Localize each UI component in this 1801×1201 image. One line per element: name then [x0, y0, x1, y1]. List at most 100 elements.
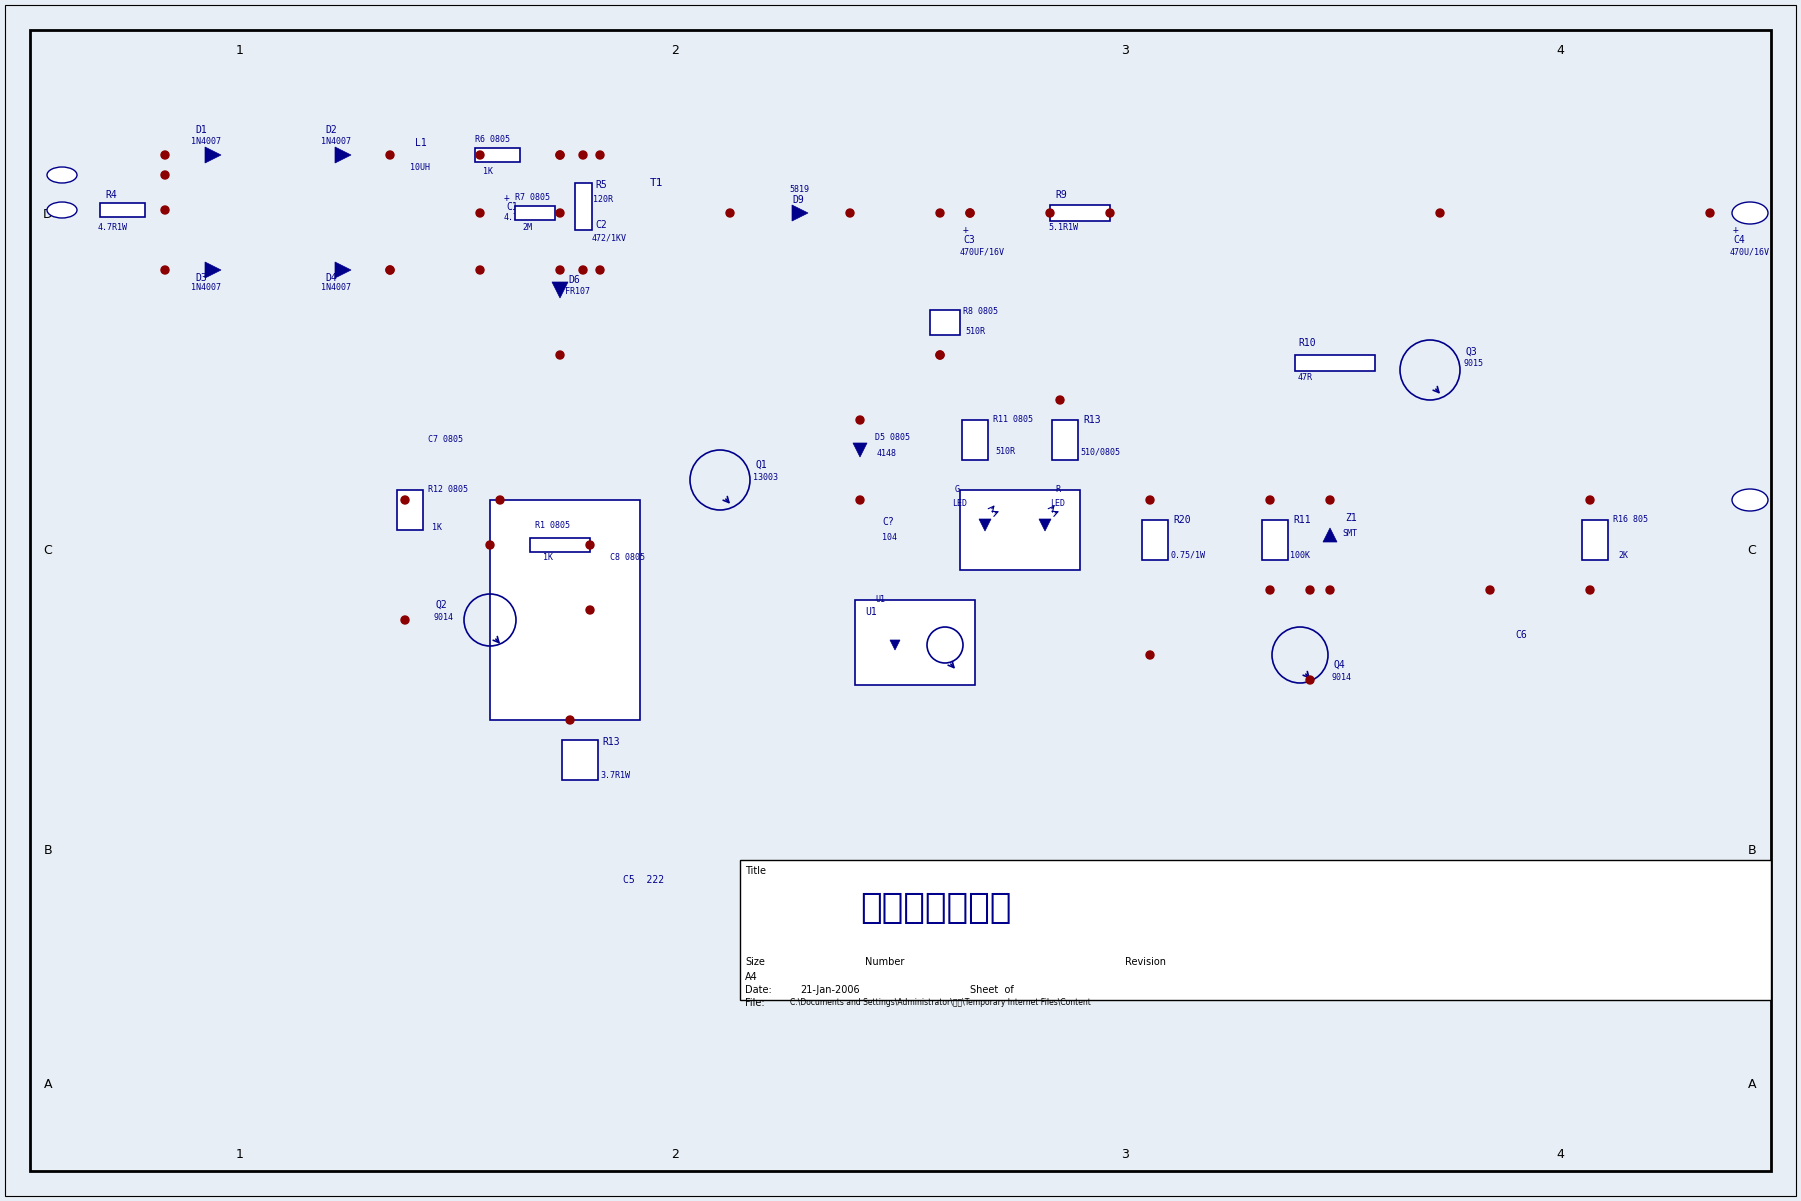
Text: D1: D1 [195, 125, 207, 135]
Circle shape [578, 151, 587, 159]
Text: C1: C1 [506, 202, 517, 213]
Text: 1N4007: 1N4007 [191, 283, 222, 293]
Text: 510/0805: 510/0805 [1081, 448, 1120, 456]
Circle shape [402, 616, 409, 625]
Circle shape [160, 151, 169, 159]
Text: R13: R13 [602, 737, 620, 747]
Circle shape [585, 607, 594, 614]
Text: Revision: Revision [1126, 957, 1165, 967]
Text: R13: R13 [1082, 416, 1100, 425]
Text: Size: Size [746, 957, 765, 967]
Text: 3: 3 [1120, 43, 1129, 56]
Polygon shape [1039, 519, 1052, 531]
Text: 47R: 47R [1299, 372, 1313, 382]
Text: File:: File: [746, 998, 765, 1008]
Text: 1: 1 [236, 43, 243, 56]
Text: C6: C6 [1515, 631, 1527, 640]
Text: N: N [58, 205, 67, 215]
Circle shape [937, 351, 944, 359]
Bar [1052, 420, 1079, 460]
Circle shape [1587, 496, 1594, 504]
Text: R9: R9 [1055, 190, 1066, 201]
Circle shape [557, 151, 564, 159]
Text: C: C [1747, 544, 1756, 556]
Circle shape [965, 209, 974, 217]
Text: Sheet  of: Sheet of [971, 985, 1014, 994]
Text: R11: R11 [1293, 515, 1311, 525]
Circle shape [1145, 651, 1154, 659]
Text: 1K: 1K [542, 552, 553, 562]
Circle shape [1145, 496, 1154, 504]
Text: 9014: 9014 [1331, 673, 1351, 681]
Text: Number: Number [864, 957, 904, 967]
Text: C2: C2 [594, 220, 607, 231]
Text: C5  222: C5 222 [623, 876, 665, 885]
Circle shape [1055, 396, 1064, 404]
Bar [562, 740, 598, 779]
Polygon shape [335, 147, 351, 163]
Bar [475, 148, 520, 162]
Text: Q1: Q1 [755, 460, 767, 470]
Text: Title: Title [746, 866, 765, 876]
Circle shape [566, 716, 575, 724]
Bar [101, 203, 146, 217]
Circle shape [596, 151, 603, 159]
Text: 5.1R1W: 5.1R1W [1048, 223, 1079, 233]
Text: 4.7R1W: 4.7R1W [97, 222, 128, 232]
Bar [1581, 520, 1608, 560]
Text: G: G [955, 485, 960, 495]
Circle shape [1106, 209, 1115, 217]
Circle shape [1266, 496, 1273, 504]
Text: C8 0805: C8 0805 [611, 552, 645, 562]
Text: R12 0805: R12 0805 [429, 485, 468, 495]
Bar [1050, 205, 1109, 221]
Text: LED: LED [953, 498, 967, 508]
Text: C: C [43, 544, 52, 556]
Text: D5 0805: D5 0805 [875, 434, 910, 442]
Text: U1: U1 [864, 607, 877, 617]
Text: 4148: 4148 [877, 448, 897, 458]
Bar [962, 420, 989, 460]
Polygon shape [1324, 528, 1336, 542]
Text: R8 0805: R8 0805 [964, 307, 998, 317]
Ellipse shape [1733, 202, 1769, 225]
Polygon shape [205, 147, 222, 163]
Circle shape [475, 209, 484, 217]
Text: 中兴手机充电器: 中兴手机充电器 [861, 891, 1012, 925]
Circle shape [1326, 496, 1335, 504]
Text: 10UH: 10UH [411, 162, 430, 172]
Text: C4: C4 [1733, 235, 1745, 245]
Circle shape [385, 151, 394, 159]
Text: C7 0805: C7 0805 [429, 436, 463, 444]
Text: 4.7UF: 4.7UF [504, 214, 529, 222]
Bar [515, 207, 555, 220]
Text: 1N4007: 1N4007 [191, 137, 222, 147]
Text: 0.75/1W: 0.75/1W [1171, 550, 1205, 560]
Text: D: D [43, 209, 52, 221]
Text: +: + [1733, 225, 1740, 235]
Circle shape [585, 540, 594, 549]
Text: D2: D2 [324, 125, 337, 135]
Circle shape [1046, 209, 1054, 217]
Text: Q2: Q2 [436, 600, 447, 610]
Circle shape [160, 265, 169, 274]
Bar [740, 860, 1770, 1000]
Text: SMT: SMT [1342, 528, 1356, 538]
Polygon shape [205, 262, 222, 277]
Polygon shape [335, 262, 351, 277]
Ellipse shape [1733, 489, 1769, 510]
Bar [396, 490, 423, 530]
Bar [855, 600, 974, 685]
Text: 5819: 5819 [789, 185, 809, 195]
Bar [929, 310, 960, 335]
Text: D6: D6 [567, 275, 580, 285]
Circle shape [1706, 209, 1715, 217]
Text: D3: D3 [195, 273, 207, 283]
Bar [960, 490, 1081, 570]
Text: 9014: 9014 [432, 613, 454, 621]
Circle shape [846, 209, 854, 217]
Circle shape [937, 351, 944, 359]
Circle shape [385, 265, 394, 274]
Text: T1: T1 [650, 178, 663, 189]
Text: 2M: 2M [522, 223, 531, 233]
